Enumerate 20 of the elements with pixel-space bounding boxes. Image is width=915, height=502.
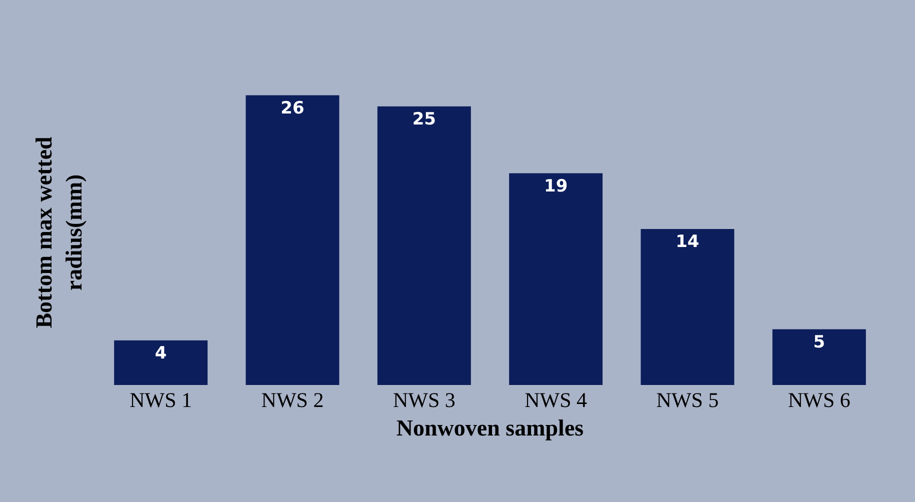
x-tick-label: NWS 3	[392, 388, 456, 412]
y-axis-title: Bottom max wetted radius(mm)	[32, 136, 86, 328]
data-label: 26	[280, 98, 304, 118]
x-tick-label: NWS 5	[656, 388, 719, 412]
x-tick-label: NWS 4	[524, 388, 588, 412]
data-label: 25	[412, 109, 436, 130]
data-label: 5	[813, 332, 826, 352]
bar	[509, 173, 603, 385]
x-tick-label: NWS 6	[788, 388, 850, 412]
bar	[246, 95, 340, 385]
x-axis-title: Nonwoven samples	[396, 416, 584, 441]
data-label: 19	[544, 176, 568, 196]
x-tick-label: NWS 1	[130, 388, 192, 412]
bar	[772, 329, 866, 385]
bar	[640, 228, 734, 385]
data-label: 14	[676, 232, 700, 252]
bar	[114, 340, 208, 385]
x-tick-label: NWS 2	[261, 388, 324, 412]
data-label: 4	[154, 343, 167, 364]
bar	[377, 106, 471, 385]
